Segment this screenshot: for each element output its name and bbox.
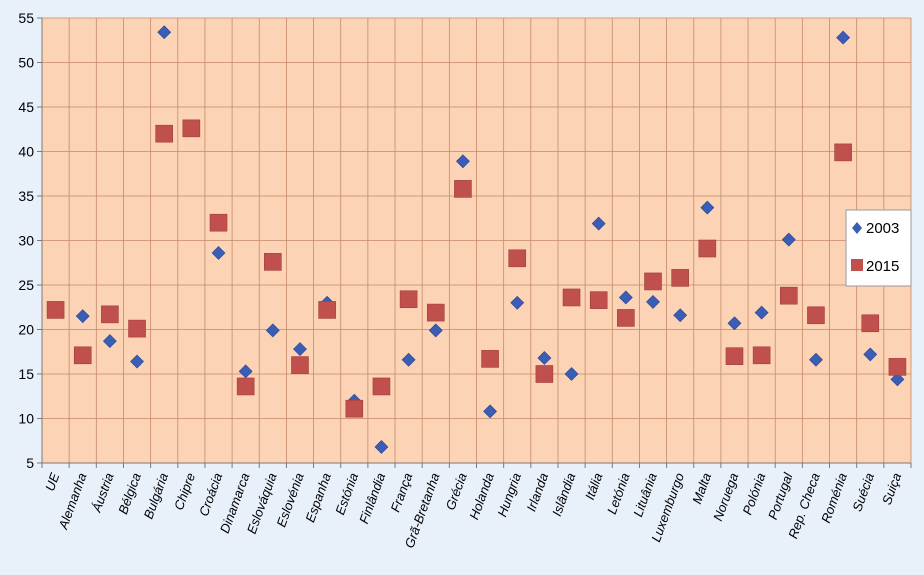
point-2003-Noruega — [727, 316, 742, 331]
legend: 2003 2015 — [845, 209, 912, 287]
point-2015-Alemanha — [73, 346, 92, 365]
point-2003-Bélgica — [130, 354, 144, 369]
point-2015-Rep. Checa — [807, 306, 825, 325]
point-2015-Dinamarca — [236, 377, 255, 396]
point-2003-Itália — [591, 216, 606, 231]
point-2015-Letónia — [617, 309, 635, 327]
point-2003-Suiça — [890, 372, 905, 387]
y-tick-label: 40 — [18, 144, 34, 160]
point-2015-Chipre — [182, 119, 201, 138]
y-tick-label: 45 — [18, 99, 34, 115]
y-tick-label: 20 — [18, 322, 34, 338]
point-2015-Finlândia — [372, 377, 391, 396]
point-2015-França — [399, 290, 418, 309]
legend-marker-2003 — [852, 222, 862, 234]
y-tick-label: 5 — [26, 455, 34, 471]
point-2003-Holanda — [483, 404, 498, 419]
y-tick-label: 50 — [18, 55, 34, 71]
point-2015-Itália — [589, 291, 608, 309]
point-2015-Noruega — [725, 347, 744, 366]
gridlines — [42, 17, 912, 463]
point-2003-Finlândia — [374, 440, 389, 454]
point-2003-Grã-Bretanha — [428, 323, 443, 338]
legend-label-2015: 2015 — [866, 258, 899, 275]
point-2015-Hungria — [508, 249, 527, 268]
point-2003-Lituânia — [646, 294, 660, 309]
legend-marker-2015 — [851, 259, 863, 271]
point-2015-Croácia — [209, 213, 228, 232]
point-2015-Polónia — [752, 346, 771, 365]
point-2003-Islândia — [564, 367, 579, 381]
y-tick-label: 15 — [18, 366, 34, 382]
point-2003-Eslovénia — [293, 342, 307, 357]
point-2015-Suiça — [888, 358, 907, 376]
point-2003-Portugal — [781, 232, 796, 247]
y-tick-label: 10 — [18, 411, 34, 427]
point-2015-Holanda — [481, 350, 499, 368]
point-2015-Lituânia — [644, 272, 662, 291]
point-2003-Bulgária — [157, 25, 172, 40]
point-2003-Hungria — [510, 295, 525, 310]
point-2015-Estónia — [345, 399, 364, 418]
point-2015-Portugal — [779, 286, 798, 305]
point-2015-Eslovénia — [291, 356, 309, 374]
data-markers — [46, 25, 907, 454]
point-2015-Irlanda — [535, 365, 554, 383]
point-2003-Suécia — [863, 347, 878, 362]
y-tick-label: 30 — [18, 233, 34, 249]
point-2015-Suécia — [861, 314, 880, 333]
point-2003-Alemanha — [75, 309, 90, 324]
point-2003-Grécia — [455, 154, 470, 169]
point-2003-Croácia — [211, 246, 226, 260]
point-2003-Luxemburgo — [673, 308, 688, 323]
point-2003-Malta — [700, 200, 715, 215]
point-2003-Roménia — [836, 30, 851, 45]
point-2015-UE — [46, 301, 65, 319]
point-2003-Letónia — [618, 290, 633, 305]
x-tick-label: UE — [42, 471, 62, 493]
point-2003-França — [401, 352, 416, 367]
point-2003-Áustria — [102, 334, 117, 348]
point-2003-Rep. Checa — [809, 352, 823, 367]
point-2015-Islândia — [562, 288, 581, 307]
point-2015-Eslováquia — [264, 253, 282, 271]
y-tick-label: 55 — [18, 10, 34, 26]
point-2015-Roménia — [834, 143, 852, 162]
point-2015-Malta — [698, 239, 717, 258]
y-tick-label: 25 — [18, 277, 34, 293]
legend-label-2003: 2003 — [866, 220, 899, 237]
point-2003-Irlanda — [537, 351, 552, 365]
point-2003-Eslováquia — [265, 323, 280, 338]
point-2003-Polónia — [754, 305, 769, 320]
y-tick-label: 35 — [18, 188, 34, 204]
point-2015-Grécia — [454, 180, 472, 198]
point-2015-Bulgária — [155, 124, 174, 143]
point-2015-Bélgica — [128, 319, 146, 338]
point-2015-Grã-Bretanha — [426, 303, 445, 322]
point-2015-Áustria — [101, 305, 119, 324]
point-2015-Luxemburgo — [671, 269, 689, 287]
point-2015-Espanha — [318, 301, 336, 319]
y-axis: 5 10 15 20 25 30 35 40 45 50 55 — [18, 10, 42, 471]
